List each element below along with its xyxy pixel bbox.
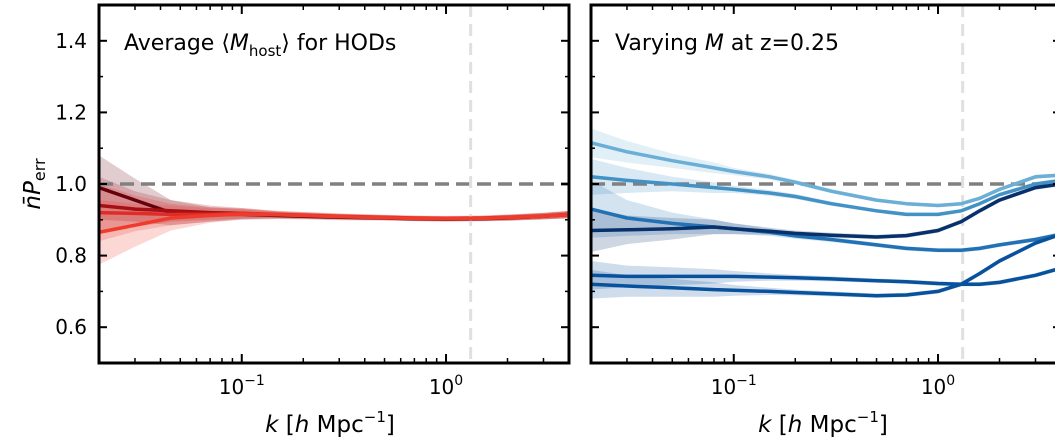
x-tick-label: 10−1 xyxy=(219,373,265,399)
reference-lines xyxy=(99,5,569,363)
x-axis-label: k [h Mpc−1] xyxy=(265,408,395,438)
x-axis: 10−1 100 xyxy=(98,5,570,399)
series-band-2 xyxy=(591,158,1055,217)
y-axis: 0.6 0.8 1.0 1.2 1.4 xyxy=(55,4,569,364)
series-line-1 xyxy=(591,141,1055,208)
series-band-6 xyxy=(591,234,1055,299)
y-tick-label: 1.0 xyxy=(55,172,87,196)
x-tick-label: 100 xyxy=(921,373,955,399)
series-band-1 xyxy=(99,155,569,226)
series-line-4 xyxy=(591,183,1055,239)
series-line-4 xyxy=(99,212,569,235)
series-band-4 xyxy=(591,182,1055,252)
series-line-3 xyxy=(591,207,1055,252)
x-tick-label: 100 xyxy=(429,373,463,399)
plot-frame xyxy=(589,3,1055,365)
series-lines xyxy=(591,141,1055,298)
panel-varying-mass: 10−1 100 Varying M at z=0.25 k [h Mpc−1] xyxy=(589,3,1055,438)
y-tick-label: 1.4 xyxy=(55,29,87,53)
series-line-5 xyxy=(591,267,1055,286)
y-axis-label: n̄Perr xyxy=(20,158,49,210)
series-line-6 xyxy=(591,234,1055,298)
panel-title: Varying M at z=0.25 xyxy=(615,31,839,56)
reference-lines xyxy=(591,5,1055,363)
series-band-1 xyxy=(591,128,1055,208)
y-tick-label: 0.8 xyxy=(55,244,87,268)
y-tick-label: 1.2 xyxy=(55,100,87,124)
series-line-2 xyxy=(591,175,1055,217)
y-tick-label: 0.6 xyxy=(55,315,87,339)
series-bands xyxy=(591,128,1055,299)
x-tick-label: 10−1 xyxy=(711,373,757,399)
panel-title: Average ⟨Mhost⟩ for HODs xyxy=(124,31,396,60)
x-axis-label: k [h Mpc−1] xyxy=(758,408,888,438)
plot-frame xyxy=(97,3,571,365)
series-lines xyxy=(99,185,569,235)
panel-hod-average: 0.6 0.8 1.0 1.2 1.4 10−1 100 Average ⟨Mhost⟩ … xyxy=(55,3,571,438)
